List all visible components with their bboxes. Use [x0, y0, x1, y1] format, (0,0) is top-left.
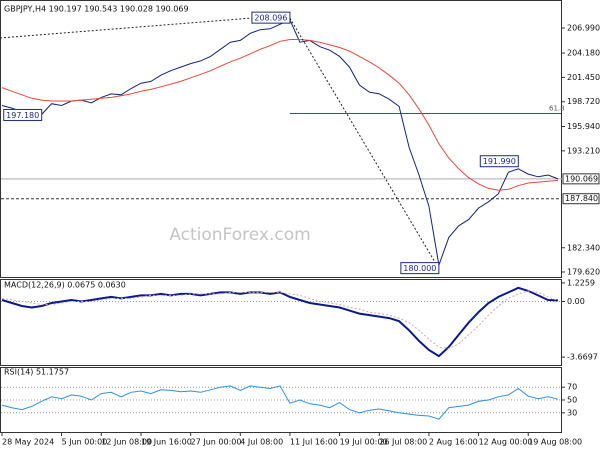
annotation-label: 191.990: [483, 157, 516, 166]
annotation-label: 197.180: [6, 111, 39, 120]
x-tick-label: 19 Aug 08:00: [528, 438, 582, 447]
last-price-label: 190.069: [565, 174, 598, 183]
x-tick-label: 26 Jul 08:00: [379, 438, 427, 447]
annotation-box: [251, 11, 291, 24]
annotation-box: [3, 108, 43, 121]
y-tick-label: 1.2259: [567, 278, 595, 287]
y-tick-label: 204.180: [567, 49, 600, 58]
x-tick-label: 27 Jun 00:00: [191, 438, 242, 447]
series-line: [1, 290, 559, 350]
y-tick-label: -3.6697: [567, 353, 598, 362]
x-tick-label: 11 Jul 16:00: [290, 438, 338, 447]
y-tick-label: 0.00: [567, 297, 585, 306]
trend-line: [289, 17, 440, 269]
annotation-box: [479, 155, 519, 168]
y-tick-label: 30: [567, 408, 577, 417]
watermark: ActionForex.com: [169, 225, 310, 245]
x-tick-label: 5 Jun 00:00: [62, 438, 108, 447]
y-tick-label: 193.210: [567, 146, 600, 155]
y-tick-label: 50: [567, 396, 577, 405]
support-box: [562, 193, 600, 205]
annotation-label: 208.096: [254, 14, 287, 23]
series-line: [1, 286, 559, 358]
y-tick-label: 70: [567, 383, 577, 392]
main-panel: [0, 0, 562, 278]
x-tick-label: 19 Jun 16:00: [141, 438, 192, 447]
rsi-panel: [0, 367, 562, 433]
support-label: 187.840: [565, 194, 598, 203]
fib-label: 61.8: [549, 104, 565, 112]
y-tick-label: 206.990: [567, 24, 600, 33]
annotation-label: 180.000: [403, 264, 436, 273]
x-tick-label: 4 Jul 08:00: [240, 438, 283, 447]
y-tick-label: 179.620: [567, 268, 600, 277]
series-line: [1, 19, 559, 268]
x-tick-label: 12 Aug 00:00: [479, 438, 533, 447]
macd-panel: [0, 279, 562, 366]
series-line: [1, 39, 559, 191]
y-tick-label: 195.940: [567, 122, 600, 131]
panel-title: RSI(14) 51.1757: [4, 368, 69, 377]
series-line: [1, 385, 559, 420]
trend-line: [0, 14, 291, 39]
y-tick-label: 201.450: [567, 73, 600, 82]
last-price-box: [562, 173, 600, 185]
annotation-box: [400, 262, 440, 275]
x-tick-label: 12 Jun 08:00: [101, 438, 152, 447]
y-tick-label: 182.340: [567, 243, 600, 252]
x-tick-label: 28 May 2024: [2, 438, 54, 447]
x-tick-label: 19 Jul 00:00: [340, 438, 388, 447]
x-tick-label: 2 Aug 16:00: [429, 438, 478, 447]
y-tick-label: 198.720: [567, 97, 600, 106]
panel-title: MACD(12,26,9) 0.0675 0.0630: [4, 281, 126, 290]
panel-title: GBPJPY,H4 190.197 190.543 190.028 190.06…: [4, 5, 189, 14]
